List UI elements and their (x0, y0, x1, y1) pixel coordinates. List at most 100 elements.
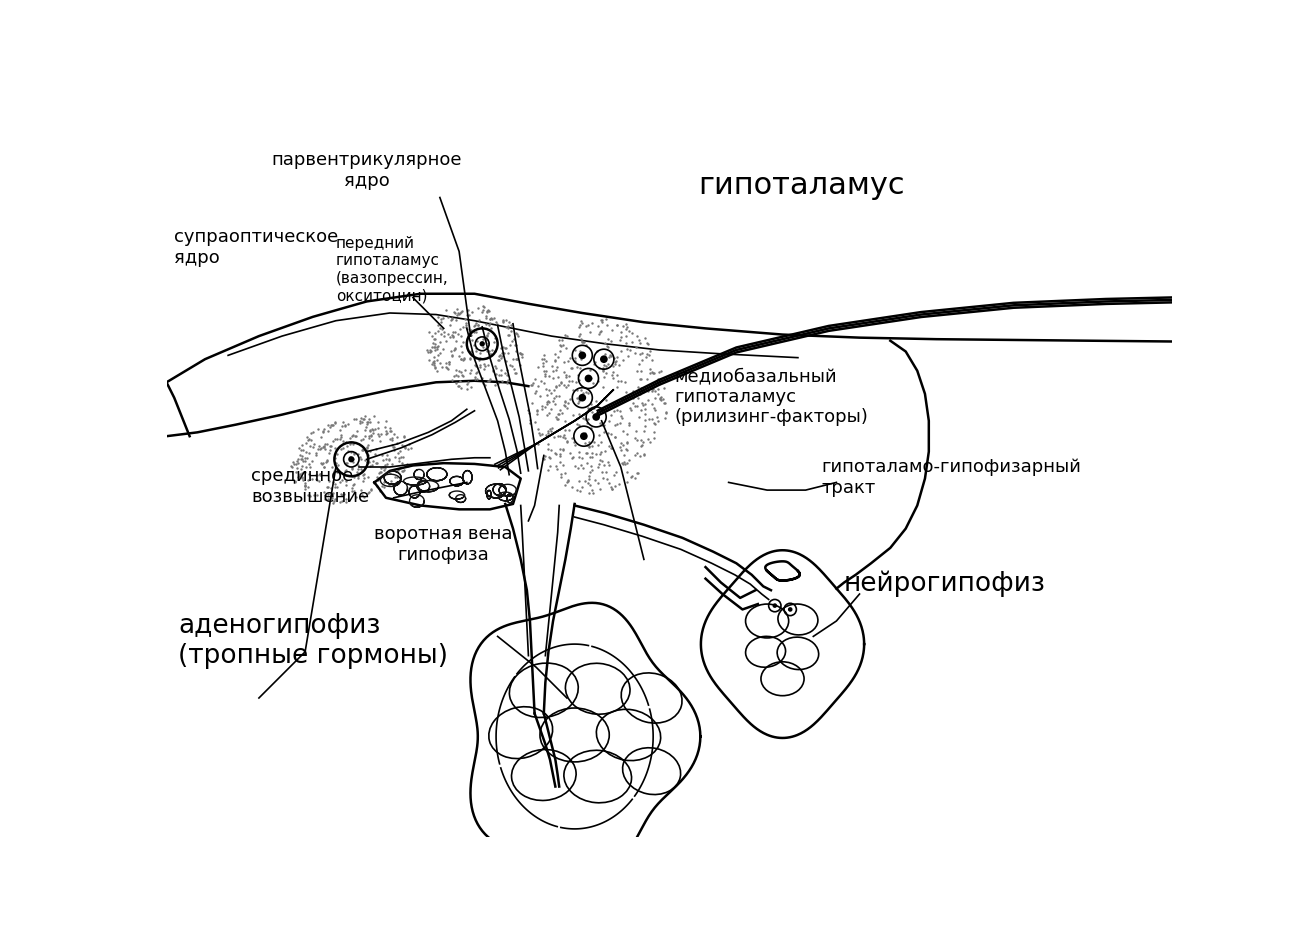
Point (310, 466, 330, 481)
Point (475, 333, 496, 348)
Point (607, 374, 628, 389)
Point (283, 455, 304, 470)
Point (537, 395, 558, 410)
Point (586, 344, 607, 359)
Point (351, 411, 372, 426)
Point (478, 303, 499, 318)
Point (323, 494, 343, 509)
Point (627, 466, 648, 481)
Point (315, 442, 336, 457)
Point (580, 449, 601, 464)
Point (580, 324, 601, 339)
Point (289, 468, 310, 483)
Point (439, 318, 460, 333)
Point (569, 473, 590, 488)
Point (597, 454, 618, 469)
Point (374, 475, 394, 490)
Circle shape (788, 607, 793, 612)
Point (388, 462, 409, 478)
Point (546, 363, 567, 378)
Point (589, 361, 610, 376)
Point (492, 313, 513, 328)
Point (291, 443, 312, 458)
Point (559, 422, 580, 437)
Point (626, 399, 646, 414)
Point (556, 368, 577, 383)
Point (461, 305, 482, 320)
Point (321, 490, 342, 505)
Point (453, 351, 474, 366)
Point (571, 333, 592, 348)
Point (542, 358, 563, 373)
Point (576, 384, 597, 400)
Point (430, 321, 451, 336)
Point (379, 478, 400, 493)
Point (456, 376, 477, 391)
Point (633, 384, 654, 400)
Point (556, 434, 577, 449)
Point (552, 458, 573, 473)
Point (445, 306, 466, 321)
Point (471, 305, 492, 320)
Point (285, 473, 306, 488)
Point (577, 476, 598, 491)
Point (341, 461, 362, 476)
Point (615, 321, 636, 337)
Point (529, 425, 550, 440)
Point (465, 369, 486, 384)
Point (325, 479, 346, 494)
Point (311, 441, 332, 456)
Point (645, 391, 666, 406)
Point (633, 447, 654, 462)
Point (397, 458, 418, 473)
Point (325, 463, 346, 478)
Point (294, 453, 315, 468)
Point (298, 479, 319, 494)
Point (419, 352, 440, 368)
Point (422, 328, 443, 343)
Point (525, 371, 546, 386)
Point (590, 323, 611, 338)
Point (594, 357, 615, 372)
Point (445, 334, 466, 349)
Point (521, 378, 542, 393)
Point (359, 423, 380, 438)
Point (551, 339, 572, 354)
Point (336, 478, 357, 493)
Point (597, 338, 618, 353)
Point (355, 445, 376, 460)
Point (507, 326, 528, 341)
Point (358, 415, 379, 430)
Point (451, 329, 471, 344)
Point (631, 438, 652, 453)
Point (537, 436, 558, 451)
Point (549, 406, 569, 421)
Point (336, 492, 357, 507)
Point (538, 393, 559, 408)
Point (545, 347, 565, 362)
Point (585, 409, 606, 424)
Point (358, 437, 379, 452)
Point (623, 384, 644, 399)
Point (580, 401, 601, 416)
Point (614, 374, 635, 389)
Point (564, 353, 585, 368)
Point (299, 488, 320, 503)
Point (317, 424, 338, 439)
Point (520, 415, 541, 431)
Point (324, 463, 345, 478)
Point (628, 409, 649, 424)
Point (639, 411, 660, 426)
Point (342, 452, 363, 467)
Point (449, 321, 470, 337)
Point (593, 364, 614, 379)
Point (351, 443, 372, 458)
Point (488, 368, 509, 383)
Point (481, 310, 502, 325)
Point (606, 350, 627, 365)
Circle shape (579, 352, 586, 359)
Point (568, 329, 589, 344)
Point (354, 490, 375, 505)
Point (343, 476, 364, 491)
Text: нейрогипофиз: нейрогипофиз (844, 571, 1046, 598)
